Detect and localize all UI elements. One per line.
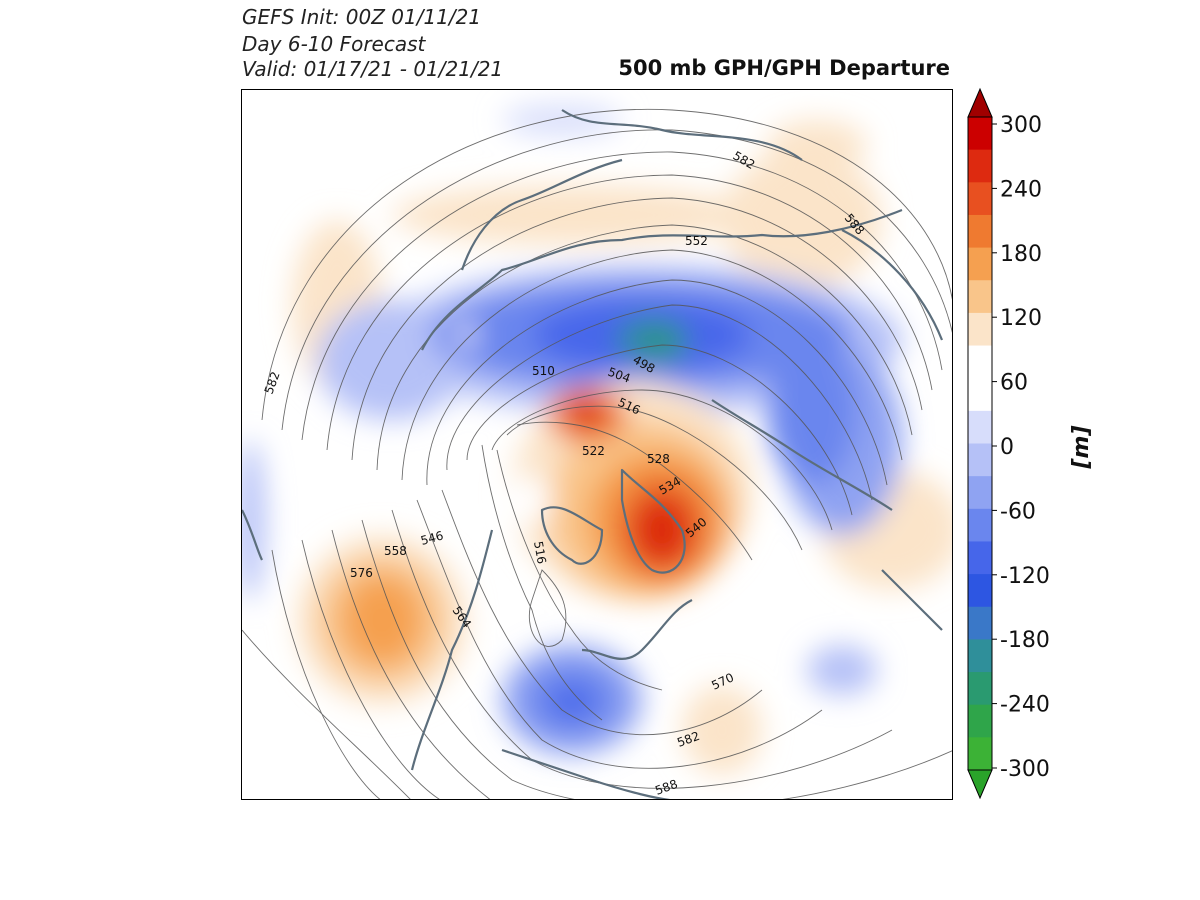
contour-label: 558 bbox=[384, 544, 407, 558]
colorbar-tick-label: -300 bbox=[1000, 757, 1050, 782]
colorbar-segment bbox=[968, 378, 992, 412]
height-contours bbox=[242, 108, 952, 799]
polar-map: 582 588 552 498 504 510 516 522 528 534 … bbox=[242, 105, 952, 799]
contour-label: 582 bbox=[262, 370, 283, 396]
colorbar-segment bbox=[968, 704, 992, 738]
colorbar-tick-label: -240 bbox=[1000, 693, 1050, 718]
contour-label: 516 bbox=[531, 540, 549, 565]
colorbar-tick-label: 300 bbox=[1000, 113, 1042, 138]
colorbar-segment bbox=[968, 312, 992, 347]
contour-label: 522 bbox=[582, 444, 605, 458]
contour-label: 528 bbox=[647, 452, 670, 466]
colorbar-segment bbox=[968, 117, 992, 151]
colorbar-segment bbox=[968, 247, 992, 281]
colorbar: 300 240 180 120 60 0 -60 -120 -180 -240 -300 [m] bbox=[967, 87, 1094, 800]
contour-label: 546 bbox=[419, 528, 445, 547]
colorbar-unit-label: [m] bbox=[1069, 425, 1094, 469]
colorbar-segment bbox=[968, 574, 992, 608]
colorbar-segment bbox=[968, 508, 992, 542]
colorbar-segment bbox=[968, 410, 992, 444]
colorbar-tick-label: 60 bbox=[1000, 371, 1028, 396]
map-panel: 582 588 552 498 504 510 516 522 528 534 … bbox=[241, 89, 953, 800]
map-title: 500 mb GPH/GPH Departure bbox=[618, 56, 950, 80]
colorbar-tick-label: 240 bbox=[1000, 177, 1042, 202]
colorbar-segment bbox=[968, 476, 992, 510]
colorbar-segment bbox=[968, 182, 992, 216]
colorbar-segment bbox=[968, 214, 992, 249]
colorbar-cap-top bbox=[967, 87, 993, 118]
colorbar-segment bbox=[968, 149, 992, 183]
colorbar-tick-label: -60 bbox=[1000, 499, 1036, 524]
colorbar-tick-label: -120 bbox=[1000, 564, 1050, 589]
contour-label: 510 bbox=[532, 364, 555, 378]
colorbar-segment bbox=[968, 737, 992, 771]
colorbar-tick-label: 180 bbox=[1000, 242, 1042, 267]
colorbar-outline bbox=[967, 116, 993, 771]
colorbar-segment bbox=[968, 345, 992, 379]
forecast-period-label: Day 6-10 Forecast bbox=[242, 32, 426, 56]
contour-label: 552 bbox=[685, 234, 708, 248]
colorbar-segment bbox=[968, 280, 992, 314]
colorbar-tick-label: 0 bbox=[1000, 435, 1014, 460]
colorbar-segment bbox=[968, 541, 992, 575]
contour-label: 576 bbox=[350, 566, 373, 580]
coastlines bbox=[242, 109, 944, 799]
colorbar-cap-bottom bbox=[967, 769, 993, 800]
colorbar-segment bbox=[968, 639, 992, 673]
colorbar-segment bbox=[968, 672, 992, 706]
colorbar-segment bbox=[968, 606, 992, 640]
init-time-label: GEFS Init: 00Z 01/11/21 bbox=[242, 5, 482, 29]
anomaly-shading bbox=[242, 105, 952, 775]
contour-label: 588 bbox=[653, 777, 679, 798]
valid-dates-label: Valid: 01/17/21 - 01/21/21 bbox=[242, 57, 504, 81]
colorbar-tick-label: 120 bbox=[1000, 306, 1042, 331]
colorbar-tick-label: -180 bbox=[1000, 628, 1050, 653]
colorbar-segment bbox=[968, 443, 992, 477]
